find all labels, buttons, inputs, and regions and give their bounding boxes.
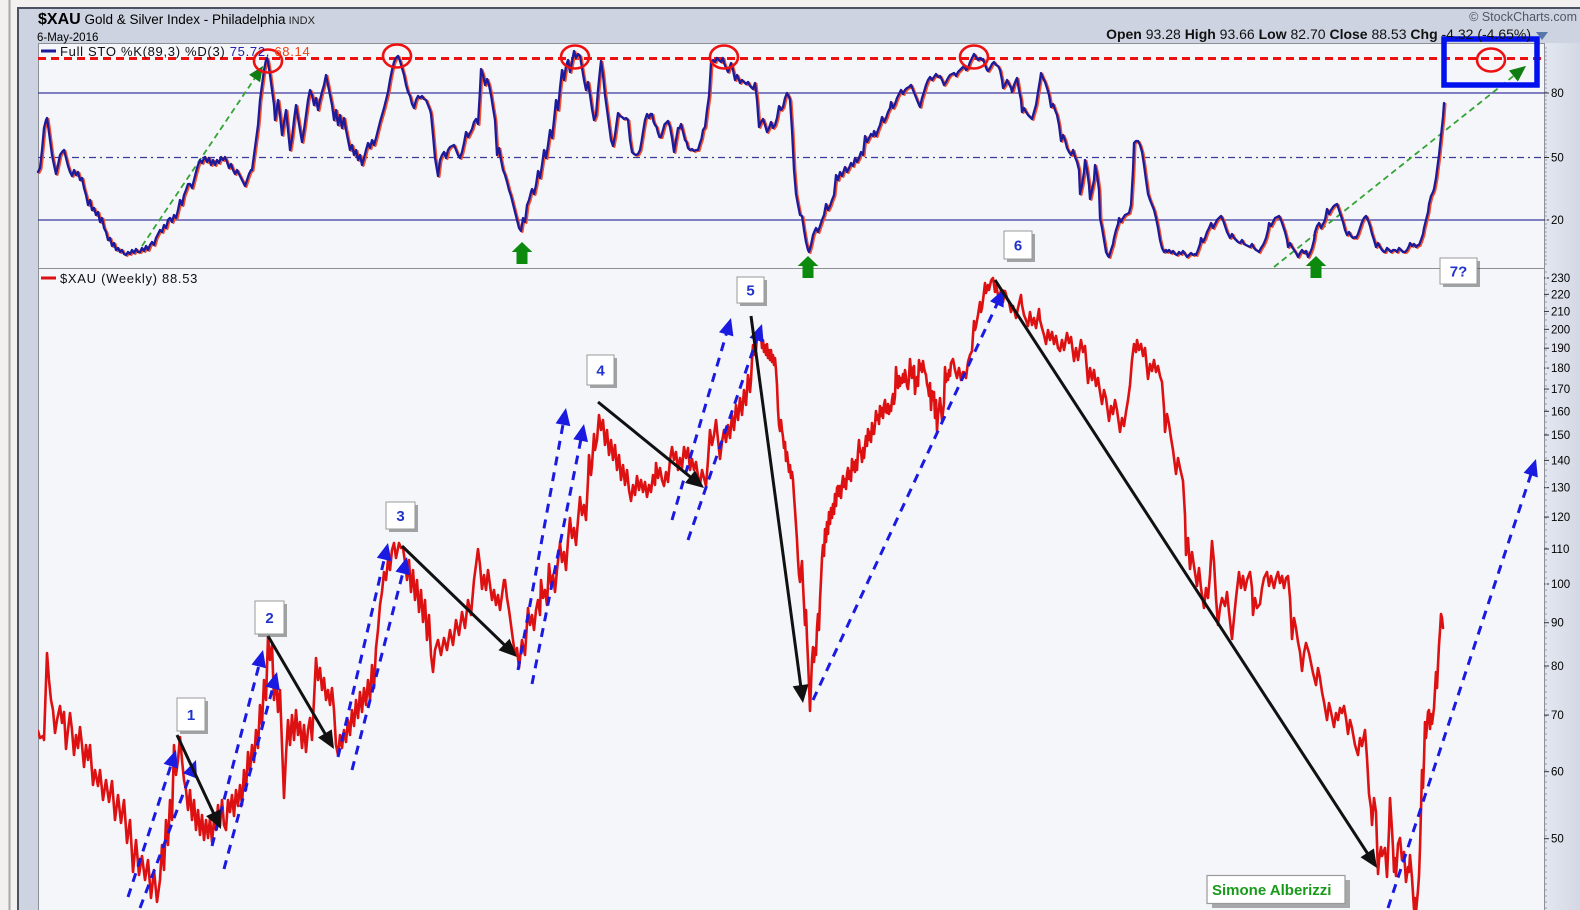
- svg-text:200: 200: [1551, 324, 1570, 336]
- svg-text:60: 60: [1551, 767, 1564, 779]
- svg-text:20: 20: [1551, 215, 1564, 227]
- svg-text:180: 180: [1551, 363, 1570, 375]
- svg-text:6-May-2016: 6-May-2016: [37, 32, 98, 44]
- svg-text:5: 5: [746, 282, 754, 299]
- svg-text:$XAU (Weekly) 88.53: $XAU (Weekly) 88.53: [60, 271, 198, 286]
- svg-text:80: 80: [1551, 661, 1564, 673]
- svg-text:160: 160: [1551, 406, 1570, 418]
- svg-text:230: 230: [1551, 273, 1570, 285]
- svg-text:50: 50: [1551, 834, 1564, 846]
- svg-text:Simone Alberizzi: Simone Alberizzi: [1212, 882, 1331, 899]
- svg-text:150: 150: [1551, 430, 1570, 442]
- svg-text:140: 140: [1551, 455, 1570, 467]
- svg-text:90: 90: [1551, 618, 1564, 630]
- svg-text:7?: 7?: [1450, 263, 1468, 280]
- svg-text:6: 6: [1014, 237, 1022, 254]
- svg-text:$XAU Gold & Silver Index - Phi: $XAU Gold & Silver Index - Philadelphia …: [38, 11, 316, 28]
- svg-text:220: 220: [1551, 289, 1570, 301]
- svg-text:170: 170: [1551, 384, 1570, 396]
- svg-text:80: 80: [1551, 88, 1564, 100]
- svg-text:190: 190: [1551, 343, 1570, 355]
- svg-text:130: 130: [1551, 483, 1570, 495]
- svg-text:110: 110: [1551, 544, 1569, 556]
- svg-text:2: 2: [265, 610, 273, 627]
- svg-text:3: 3: [396, 508, 404, 525]
- svg-text:100: 100: [1551, 579, 1570, 591]
- svg-text:120: 120: [1551, 512, 1570, 524]
- svg-text:1: 1: [187, 707, 195, 724]
- svg-text:Open 93.28 High 93.66 Low 82.7: Open 93.28 High 93.66 Low 82.70 Close 88…: [1106, 26, 1531, 42]
- svg-text:70: 70: [1551, 710, 1564, 722]
- svg-text:© StockCharts.com: © StockCharts.com: [1469, 10, 1577, 24]
- svg-text:210: 210: [1551, 306, 1570, 318]
- svg-text:4: 4: [596, 362, 605, 379]
- svg-text:50: 50: [1551, 153, 1564, 165]
- svg-text:Full STO %K(89,3) %D(3) 75.72,: Full STO %K(89,3) %D(3) 75.72, 68.14: [60, 44, 310, 59]
